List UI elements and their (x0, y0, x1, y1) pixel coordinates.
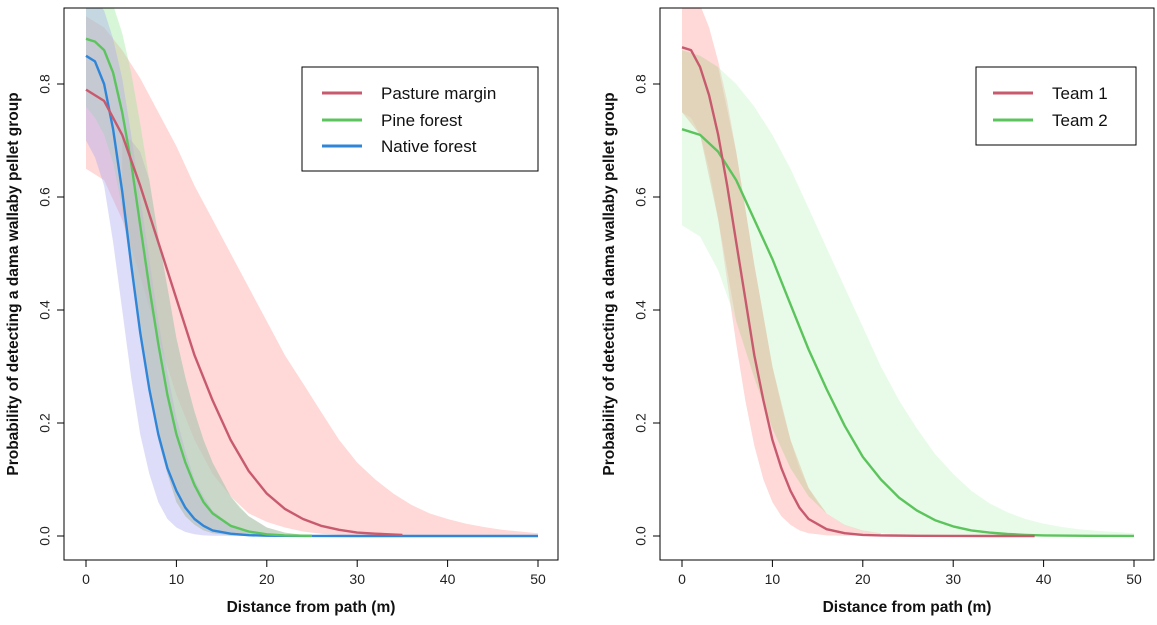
left-legend: Pasture margin Pine forest Native forest (301, 66, 539, 172)
left-y-tick-label-0-4: 0.4 (37, 300, 53, 320)
legend-label-native-forest: Native forest (381, 137, 477, 156)
left-x-tick-label-50: 50 (530, 571, 546, 587)
left-y-axis-title: Probability of detecting a dama wallaby … (5, 92, 22, 475)
left-y-tick-label-0-8: 0.8 (37, 74, 53, 94)
right-x-tick-label-10: 10 (765, 571, 781, 587)
legend-label-pasture-margin: Pasture margin (381, 84, 496, 103)
right-x-tick-label-0: 0 (678, 571, 686, 587)
right-plot-frame (659, 7, 1155, 561)
right-y-tick-label-0-4: 0.4 (633, 300, 649, 320)
right-y-axis: 0.0 0.2 0.4 0.6 0.8 (633, 74, 660, 546)
band-pine-forest (86, 8, 303, 536)
right-x-tick-label-40: 40 (1036, 571, 1052, 587)
left-band-overlap (122, 134, 303, 536)
left-x-tick-label-0: 0 (82, 571, 90, 587)
line-pasture-margin (85, 88, 403, 537)
right-x-axis-title: Distance from path (m) (823, 599, 992, 616)
left-x-tick-label-20: 20 (259, 571, 275, 587)
legend-label-pine-forest: Pine forest (381, 111, 463, 130)
line-team-2 (681, 128, 1135, 538)
band-pasture-margin (86, 16, 538, 536)
left-plot-frame (63, 7, 559, 561)
right-x-tick-label-20: 20 (855, 571, 871, 587)
right-x-axis: 0 10 20 30 40 50 (678, 560, 1142, 587)
legend-label-team-2: Team 2 (1052, 111, 1108, 130)
left-x-axis-title: Distance from path (m) (227, 599, 396, 616)
right-y-tick-label-0-0: 0.0 (633, 526, 649, 546)
left-confidence-bands (86, 8, 538, 536)
band-team-2 (682, 50, 1134, 536)
left-y-tick-label-0-0: 0.0 (37, 526, 53, 546)
left-x-tick-label-10: 10 (169, 571, 185, 587)
right-series-lines (681, 46, 1135, 538)
left-y-tick-label-0-2: 0.2 (37, 413, 53, 433)
right-y-tick-label-0-6: 0.6 (633, 187, 649, 207)
left-x-axis: 0 10 20 30 40 50 (82, 560, 546, 587)
left-y-axis: 0.0 0.2 0.4 0.6 0.8 (37, 74, 64, 546)
left-chart-panel: 0 10 20 30 40 50 0.0 0.2 0.4 0.6 0.8 Distance fro… (5, 7, 559, 616)
line-team-1 (681, 46, 1035, 538)
band-native-forest (86, 8, 285, 536)
legend-label-team-1: Team 1 (1052, 84, 1108, 103)
right-legend: Team 1 Team 2 (975, 66, 1137, 146)
right-y-axis-title: Probability of detecting a dama wallaby … (601, 92, 618, 475)
right-y-tick-label-0-8: 0.8 (633, 74, 649, 94)
right-x-tick-label-50: 50 (1126, 571, 1142, 587)
right-y-tick-label-0-2: 0.2 (633, 413, 649, 433)
right-x-tick-label-30: 30 (945, 571, 961, 587)
left-x-tick-label-40: 40 (440, 571, 456, 587)
left-x-tick-label-30: 30 (349, 571, 365, 587)
left-y-tick-label-0-6: 0.6 (37, 187, 53, 207)
line-pine-forest (85, 37, 313, 537)
right-chart-panel: 0 10 20 30 40 50 0.0 0.2 0.4 0.6 0.8 Distance fro… (601, 7, 1155, 616)
left-series-lines (85, 37, 538, 538)
right-legend-box (975, 66, 1137, 146)
